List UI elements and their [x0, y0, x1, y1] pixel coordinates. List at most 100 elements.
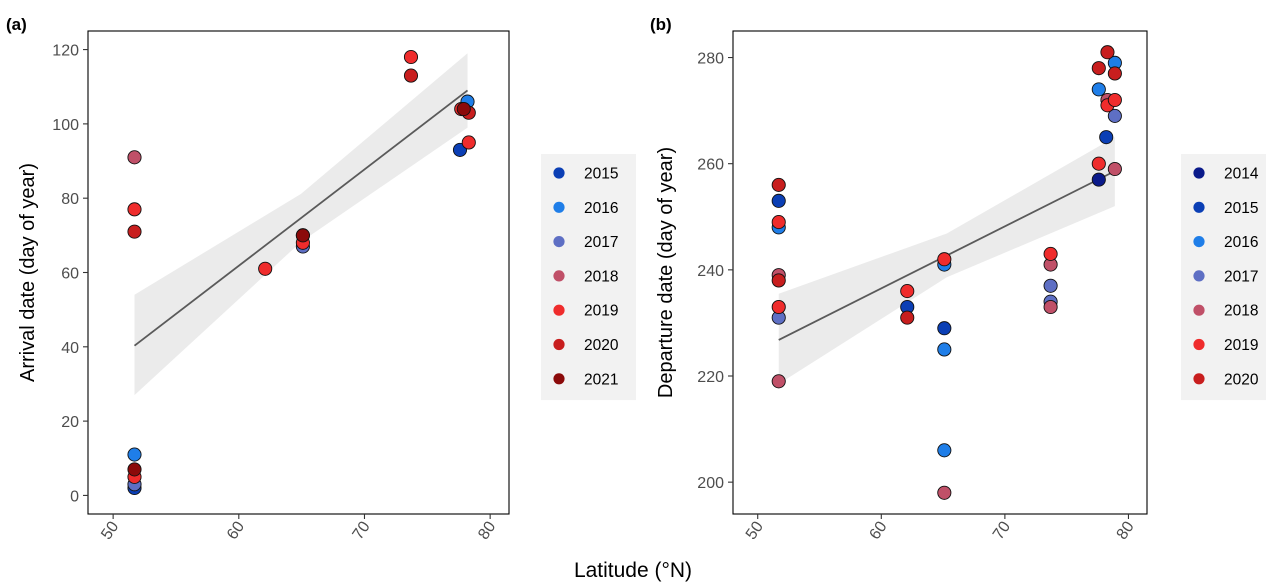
- legend-key-b-2015: [1193, 201, 1205, 213]
- y-tick-label-b: 240: [697, 263, 724, 280]
- y-tick-label-a: 120: [52, 43, 79, 60]
- x-tick-label-b: 70: [990, 518, 1014, 542]
- panel-label-b: (b): [650, 15, 672, 34]
- y-tick-label-a: 0: [70, 488, 79, 505]
- legend-key-b-2019: [1193, 338, 1205, 351]
- x-tick-label-a: 70: [350, 518, 374, 542]
- point-b-2019: [771, 215, 786, 230]
- point-a-2021: [295, 228, 310, 243]
- point-b-2017: [1107, 108, 1122, 123]
- legend-label-a-2020: 2020: [584, 337, 619, 354]
- legend-label-a-2015: 2015: [584, 166, 618, 183]
- point-b-2019: [937, 252, 952, 267]
- legend-label-a-2018: 2018: [584, 268, 618, 285]
- legend-label-b-2014: 2014: [1224, 166, 1259, 183]
- point-a-2019: [461, 135, 476, 150]
- legend-key-a-2020: [553, 338, 565, 351]
- point-b-2020: [1091, 61, 1106, 76]
- panel-a: (a) 0 20 40 60 80 100 120 50 60 70 80 Arrival date …: [6, 15, 636, 543]
- point-b-2015: [771, 193, 786, 208]
- point-b-2019: [900, 284, 915, 299]
- point-b-2020: [771, 273, 786, 288]
- point-b-2016: [937, 443, 952, 458]
- point-a-2019: [403, 49, 419, 65]
- legend-key-a-2016: [553, 201, 565, 213]
- axes-a: 0 20 40 60 80 100 120 50 60 70 80 Arrival date (day…: [17, 30, 510, 543]
- point-a-2020: [403, 68, 419, 83]
- y-tick-label-a: 60: [61, 266, 79, 283]
- legend-label-a-2019: 2019: [584, 303, 618, 320]
- legend-label-a-2021: 2021: [584, 371, 618, 388]
- y-axis-title-b: Departure date (day of year): [655, 147, 677, 398]
- point-b-2014: [1091, 172, 1106, 187]
- point-b-2018: [1107, 161, 1122, 177]
- trend-line-a: [133, 89, 469, 347]
- point-a-2021: [456, 101, 471, 117]
- y-tick-label-b: 220: [697, 369, 724, 386]
- panel-label-a: (a): [6, 15, 27, 34]
- legend-key-b-2020: [1193, 373, 1205, 385]
- point-a-2021: [127, 462, 142, 477]
- point-b-2019: [1107, 92, 1122, 108]
- y-tick-label-a: 20: [61, 414, 79, 431]
- point-b-2017: [1043, 278, 1058, 293]
- legend-key-a-2018: [553, 270, 565, 282]
- legend-label-b-2019: 2019: [1224, 337, 1258, 354]
- legend-label-b-2018: 2018: [1224, 303, 1258, 320]
- point-b-2020: [771, 177, 786, 192]
- legend-key-a-2021: [553, 373, 565, 385]
- x-tick-label-b: 80: [1114, 518, 1138, 542]
- point-b-2019: [771, 299, 786, 315]
- y-tick-label-b: 260: [697, 157, 724, 174]
- point-b-2020: [900, 310, 915, 325]
- y-tick-label-b: 200: [697, 475, 724, 492]
- point-b-2020: [1107, 66, 1122, 81]
- legend-label-b-2017: 2017: [1224, 268, 1258, 285]
- point-a-2019: [127, 202, 142, 217]
- panel-border-b: [732, 30, 1148, 515]
- point-b-2016: [937, 342, 952, 357]
- x-tick-label-a: 50: [98, 518, 122, 542]
- point-a-2018: [127, 150, 142, 165]
- confidence-band-a: [134, 53, 468, 396]
- shared-x-axis-title: Latitude (°N): [574, 559, 692, 582]
- point-b-2018: [937, 485, 952, 500]
- y-tick-label-a: 40: [61, 340, 79, 357]
- legend-key-a-2017: [553, 236, 565, 248]
- y-tick-label-a: 100: [52, 117, 79, 134]
- point-a-2019: [258, 261, 273, 276]
- legend-label-a-2017: 2017: [584, 234, 618, 251]
- y-tick-label-b: 280: [697, 51, 724, 68]
- legend-key-b-2016: [1193, 236, 1205, 248]
- legend-label-b-2020: 2020: [1224, 371, 1259, 388]
- point-b-2016: [1091, 82, 1106, 97]
- point-b-2015: [1099, 130, 1114, 145]
- legend-key-b-2014: [1193, 167, 1205, 179]
- legend-label-b-2016: 2016: [1224, 234, 1258, 251]
- point-a-2016: [127, 447, 142, 462]
- legend-b: 2014 2015 2016 2017 2018 2019 2020: [1181, 154, 1266, 401]
- legend-label-b-2015: 2015: [1224, 200, 1258, 217]
- y-tick-label-a: 80: [61, 191, 79, 208]
- point-a-2020: [127, 224, 142, 239]
- x-tick-label-b: 50: [743, 518, 767, 542]
- x-tick-label-a: 60: [224, 518, 248, 542]
- legend-key-b-2018: [1193, 304, 1205, 316]
- legend-key-b-2017: [1193, 270, 1205, 282]
- axes-b: 200 220 240 260 280 50 60 70 80 Departure date (d…: [655, 30, 1148, 543]
- point-b-2020: [1100, 45, 1115, 60]
- y-axis-title-a: Arrival date (day of year): [17, 163, 39, 382]
- legend-a: 2015 2016 2017 2018 2019 2020 2021: [541, 154, 636, 401]
- point-b-2019: [1091, 156, 1106, 171]
- point-b-2015: [937, 321, 952, 336]
- x-tick-label-b: 60: [866, 518, 890, 542]
- point-b-2019: [1043, 246, 1058, 261]
- x-tick-label-a: 80: [475, 518, 499, 542]
- legend-key-a-2019: [553, 304, 565, 316]
- point-b-2018: [771, 374, 786, 389]
- point-b-2018: [1043, 299, 1058, 315]
- panel-b: (b) 200 220 240 260 280 50 60 70 80 Departure dat…: [650, 15, 1266, 543]
- legend-key-a-2015: [553, 167, 565, 179]
- legend-label-a-2016: 2016: [584, 200, 618, 217]
